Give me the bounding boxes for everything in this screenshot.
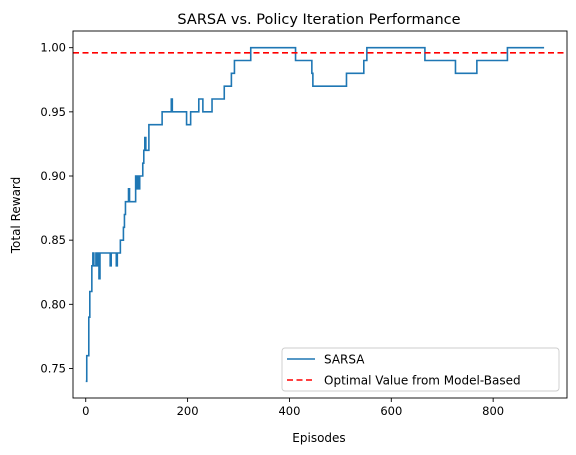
y-axis-ticks: 0.75 0.80 0.85 0.90 0.95 1.00 — [40, 41, 73, 375]
plot-area — [73, 46, 567, 383]
legend-label-sarsa: SARSA — [324, 353, 365, 367]
y-tick-label: 0.80 — [40, 297, 66, 311]
x-tick-label: 200 — [177, 404, 199, 418]
axes-frame — [72, 30, 568, 399]
legend-label-optimal-value: Optimal Value from Model-Based — [324, 374, 521, 388]
x-tick-label: 600 — [380, 404, 402, 418]
y-tick-label: 0.85 — [40, 233, 66, 247]
y-axis-label: Total Reward — [9, 177, 23, 255]
x-axis-label: Episodes — [292, 431, 345, 445]
legend: SARSA Optimal Value from Model-Based — [281, 347, 560, 392]
y-tick-label: 0.90 — [40, 169, 66, 183]
y-tick-label: 1.00 — [40, 41, 66, 55]
series-line-sarsa — [85, 46, 545, 383]
x-tick-label: 400 — [278, 404, 300, 418]
y-tick-label: 0.75 — [40, 361, 66, 375]
legend-box — [281, 347, 560, 392]
y-tick-label: 0.95 — [40, 105, 66, 119]
x-tick-label: 800 — [482, 404, 504, 418]
x-axis-ticks: 0 200 400 600 800 — [82, 398, 504, 418]
chart-title: SARSA vs. Policy Iteration Performance — [177, 12, 460, 28]
x-tick-label: 0 — [82, 404, 89, 418]
